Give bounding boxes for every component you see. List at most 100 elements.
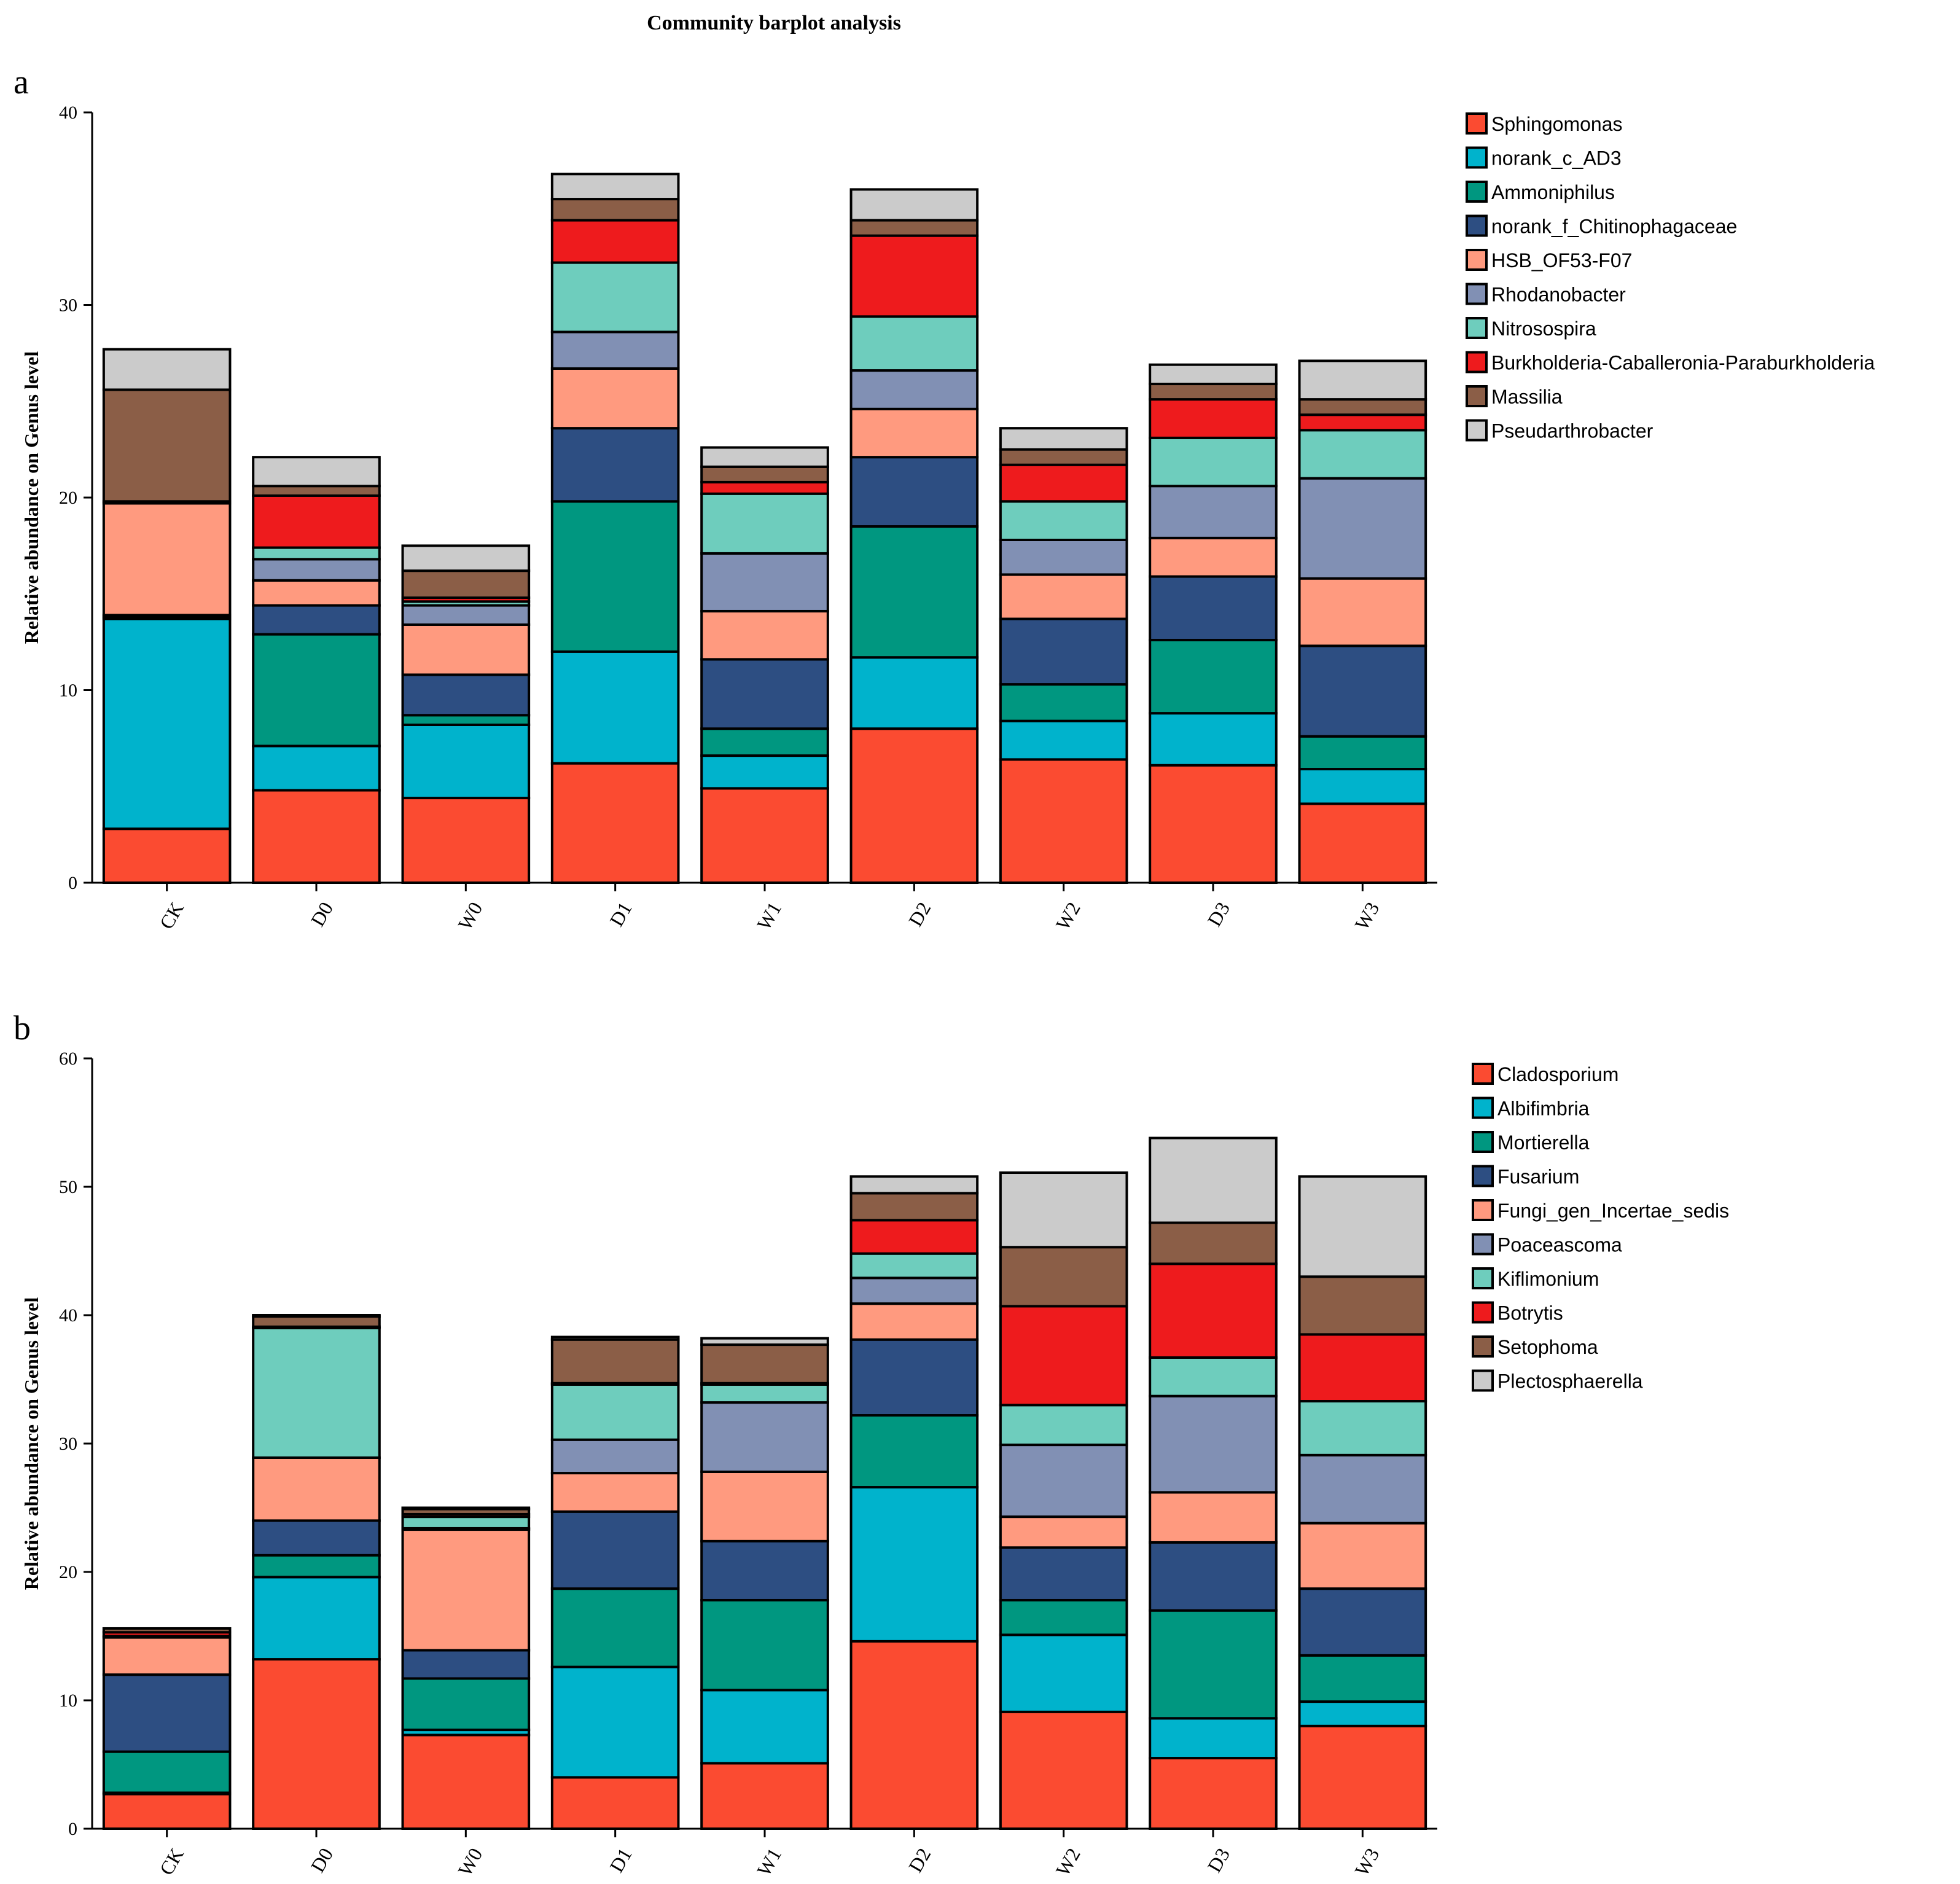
panel-a-bar-w2-nitrosospira: [999, 500, 1128, 541]
panel-b-bar-d3-mortierella: [1149, 1609, 1278, 1720]
panel-a-legend-label-nitrosospira: Nitrosospira: [1491, 318, 1596, 340]
panel-a-bar-d0-sphingomonas: [252, 789, 381, 885]
panel-a-legend-label-massilia: Massilia: [1491, 386, 1563, 408]
panel-a-bar-w2-sphingomonas: [999, 758, 1128, 884]
panel-a-legend-label-rhodanobacter: Rhodanobacter: [1491, 284, 1626, 306]
panel-a-bar-d0-burkholderia-caballeronia-paraburkholderia: [252, 494, 381, 549]
panel-b-x-tick-label-ck: CK: [155, 1844, 187, 1878]
panel-a-bar-w3-ammoniphilus: [1298, 735, 1427, 771]
panel-a-bar-d3-ammoniphilus: [1149, 638, 1278, 715]
panel-b-legend-label-plectosphaerella: Plectosphaerella: [1497, 1370, 1643, 1393]
panel-b-y-axis-label: Relative abundance on Genus level: [20, 1297, 42, 1590]
panel-b-bar-w3-albifimbria: [1298, 1700, 1427, 1727]
panel-a-bar-w3-sphingomonas: [1298, 802, 1427, 884]
panel-a-bar-ck-pseudarthrobacter: [102, 348, 232, 391]
panel-b-y-tick-label: 30: [59, 1434, 77, 1454]
panel-b-bar-d3-kiflimonium: [1149, 1356, 1278, 1397]
figure-title: Community barplot analysis: [647, 12, 901, 34]
panel-a-bar-w1-hsb-of53-f07: [700, 609, 829, 661]
panel-b-legend-label-cladosporium: Cladosporium: [1497, 1063, 1618, 1085]
panel-b-legend-label-botrytis: Botrytis: [1497, 1302, 1563, 1324]
panel-a-y-tick-label: 10: [59, 681, 77, 701]
panel-a-legend-swatch-sphingomonas: [1466, 112, 1488, 135]
panel-a-bar-d3-pseudarthrobacter: [1149, 363, 1278, 386]
panel-a-bar-d2-rhodanobacter: [849, 369, 979, 410]
panel-a-legend-label-burkholderia-caballeronia-paraburkholderia: Burkholderia-Caballeronia-Paraburkholder…: [1491, 352, 1875, 374]
panel-a-legend-swatch-norank-f-chitinophagaceae: [1466, 214, 1488, 237]
panel-a-bar-d1-norank-f-chitinophagaceae: [550, 427, 680, 503]
panel-b-bar-w0-plectosphaerella: [401, 1506, 531, 1511]
panel-b-bar-d1-fungi-gen-incertae-sedis: [550, 1472, 680, 1513]
panel-a-x-tick-label-ck: CK: [155, 898, 187, 932]
panel-a-bar-d1-norank-c-ad3: [550, 650, 680, 765]
panel-b-bar-ck-fusarium: [102, 1673, 232, 1753]
panel-b-bar-d2-albifimbria: [849, 1486, 979, 1643]
panel-a-bar-w2-pseudarthrobacter: [999, 427, 1128, 451]
panel-b-bar-ck-setophoma: [102, 1627, 232, 1634]
panel-a-bar-d1-ammoniphilus: [550, 500, 680, 653]
panel-b-bar-ck-fungi-gen-incertae-sedis: [102, 1636, 232, 1676]
panel-b-bar-d2-fungi-gen-incertae-sedis: [849, 1302, 979, 1341]
panel-a-legend-swatch-hsb-of53-f07: [1466, 249, 1488, 271]
panel-a-bar-d1-burkholderia-caballeronia-paraburkholderia: [550, 219, 680, 264]
panel-b-bar-w2-albifimbria: [999, 1633, 1128, 1713]
panel-b-legend-label-fusarium: Fusarium: [1497, 1166, 1579, 1188]
panel-a-y-tick-label: 30: [59, 295, 77, 316]
panel-b-bar-w1-setophoma: [700, 1343, 829, 1385]
panel-a-bar-w3-nitrosospira: [1298, 429, 1427, 480]
panel-b-bar-d3-plectosphaerella: [1149, 1136, 1278, 1224]
panel-a-legend-swatch-nitrosospira: [1466, 317, 1488, 339]
panel-b-bar-d2-setophoma: [849, 1192, 979, 1222]
panel-b-legend-swatch-botrytis: [1472, 1301, 1494, 1324]
panel-a-bar-w1-rhodanobacter: [700, 552, 829, 612]
panel-b-bar-w1-plectosphaerella: [700, 1337, 829, 1347]
panel-b-x-tick-label-d3: D3: [1203, 1844, 1234, 1876]
panel-b-legend-swatch-fungi-gen-incertae-sedis: [1472, 1199, 1494, 1221]
panel-a-bar-w2-rhodanobacter: [999, 538, 1128, 576]
panel-a-bar-w2-norank-f-chitinophagaceae: [999, 617, 1128, 686]
panel-a-bar-w0-massilia: [401, 569, 531, 600]
panel-a-label: a: [14, 63, 29, 101]
panel-b-bar-d2-plectosphaerella: [849, 1175, 979, 1195]
panel-b-bar-w2-plectosphaerella: [999, 1171, 1128, 1249]
panel-b-legend-label-mortierella: Mortierella: [1497, 1132, 1590, 1154]
panel-a-bar-w3-norank-f-chitinophagaceae: [1298, 644, 1427, 738]
panel-b-bar-d0-albifimbria: [252, 1576, 381, 1661]
panel-a-legend-swatch-burkholderia-caballeronia-paraburkholderia: [1466, 351, 1488, 373]
panel-a-bar-d3-hsb-of53-f07: [1149, 536, 1278, 578]
panel-a-x-tick-label-w1: W1: [752, 898, 786, 934]
panel-b-bar-w3-fungi-gen-incertae-sedis: [1298, 1522, 1427, 1590]
panel-b-bar-d3-fungi-gen-incertae-sedis: [1149, 1491, 1278, 1544]
panel-b-bar-d3-poaceascoma: [1149, 1394, 1278, 1494]
panel-b-y-tick-label: 40: [59, 1305, 77, 1326]
panel-a-bar-d1-hsb-of53-f07: [550, 367, 680, 430]
panel-b-bar-d0-kiflimonium: [252, 1326, 381, 1459]
panel-a-legend-label-ammoniphilus: Ammoniphilus: [1491, 181, 1615, 203]
panel-b-bar-d3-botrytis: [1149, 1262, 1278, 1359]
panel-a-x-tick-label-d2: D2: [904, 898, 935, 930]
panel-a-bar-w0-sphingomonas: [401, 797, 531, 885]
panel-a-bar-d2-nitrosospira: [849, 315, 979, 372]
panel-b-bar-w2-setophoma: [999, 1246, 1128, 1308]
panel-a-bar-w2-ammoniphilus: [999, 683, 1128, 722]
panel-b-legend-swatch-albifimbria: [1472, 1096, 1494, 1119]
panel-b-bar-d2-kiflimonium: [849, 1252, 979, 1280]
panel-a-bar-w1-massilia: [700, 465, 829, 483]
panel-b-bar-w2-fusarium: [999, 1546, 1128, 1601]
panel-a-bar-d0-norank-c-ad3: [252, 745, 381, 792]
panel-b-legend-label-kiflimonium: Kiflimonium: [1497, 1268, 1599, 1290]
panel-a-bar-d2-ammoniphilus: [849, 525, 979, 659]
panel-b-bar-w2-poaceascoma: [999, 1444, 1128, 1519]
panel-b-chart: b Relative abundance on Genus level 0 10 20 3…: [14, 1009, 1729, 1880]
panel-a-bar-w1-nitrosospira: [700, 492, 829, 555]
panel-a-bar-w1-norank-c-ad3: [700, 754, 829, 790]
panel-a-legend-label-sphingomonas: Sphingomonas: [1491, 113, 1622, 135]
panel-a-legend-swatch-pseudarthrobacter: [1466, 419, 1488, 442]
panel-a-bar-d3-sphingomonas: [1149, 764, 1278, 885]
panel-b-legend-swatch-setophoma: [1472, 1335, 1494, 1358]
panel-a-y-axis-label: Relative abundance on Genus level: [20, 351, 42, 644]
panel-b-bar-w1-fungi-gen-incertae-sedis: [700, 1470, 829, 1542]
panel-b-y-tick-label: 50: [59, 1177, 77, 1197]
panel-a-bar-d1-nitrosospira: [550, 261, 680, 334]
